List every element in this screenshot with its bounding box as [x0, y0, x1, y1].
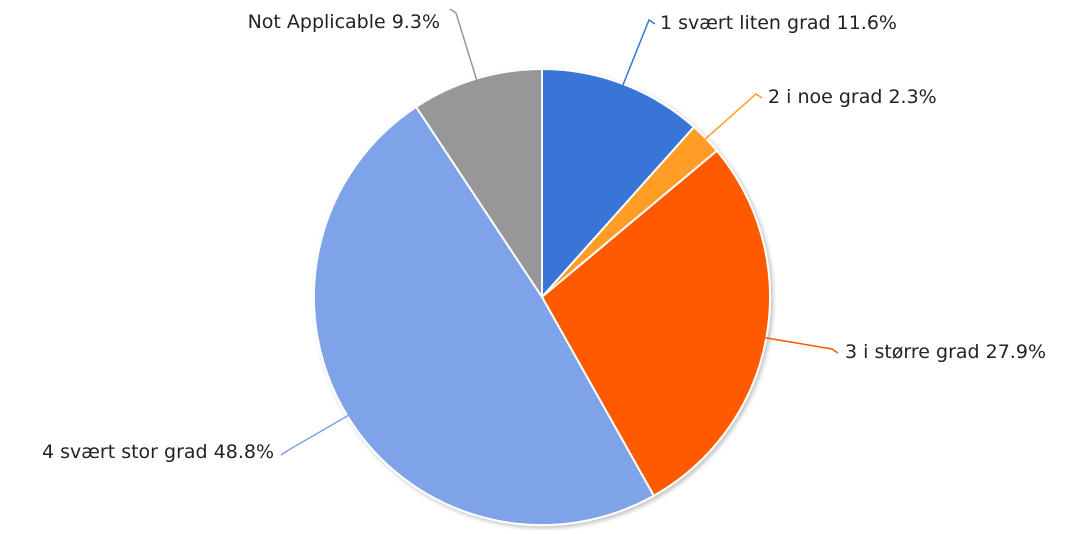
slice-label-2-i-noe-grad: 2 i noe grad 2.3% [768, 86, 937, 108]
slice-label-3-i-st-rre-grad: 3 i større grad 27.9% [845, 341, 1046, 363]
leader-line-2-i-noe-grad [704, 93, 763, 140]
leader-lines [280, 8, 839, 456]
pie-slices [312, 68, 771, 527]
slice-label-4-sv-rt-stor-grad: 4 svært stor grad 48.8% [42, 441, 274, 463]
leader-line-not-applicable [449, 8, 478, 80]
slice-labels: 1 svært liten grad 11.6% 2 i noe grad 2.3… [42, 11, 1046, 463]
leader-line-4-sv-rt-stor-grad [280, 414, 349, 456]
leader-line-3-i-st-rre-grad [765, 337, 839, 354]
leader-line-1-sv-rt-liten-grad [622, 18, 656, 86]
slice-label-not-applicable: Not Applicable 9.3% [248, 11, 440, 33]
slice-label-1-sv-rt-liten-grad: 1 svært liten grad 11.6% [660, 12, 897, 34]
